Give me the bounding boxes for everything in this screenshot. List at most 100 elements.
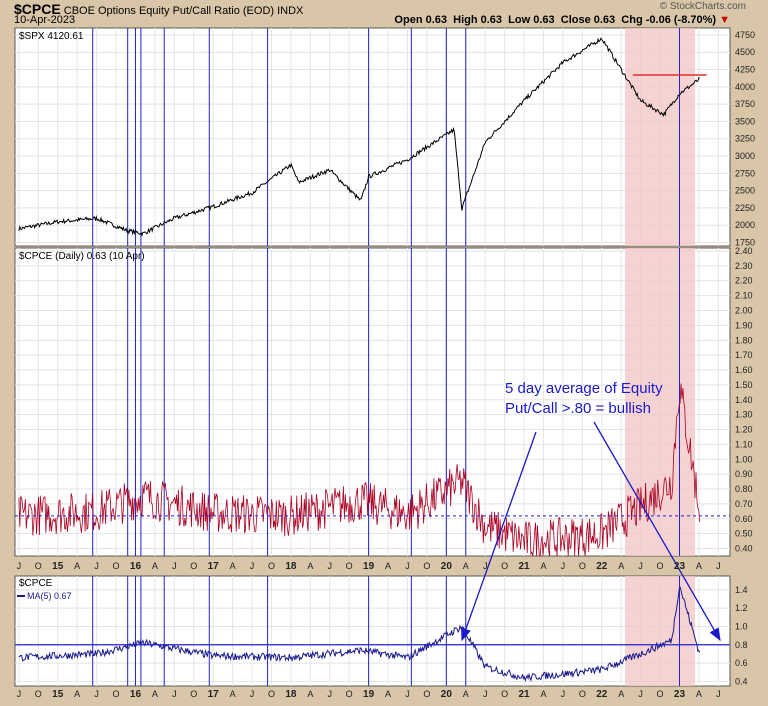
- x-tick-label: J: [483, 561, 488, 571]
- y-tick-label: 4000: [735, 82, 755, 92]
- y-tick-label: 1.50: [735, 380, 753, 390]
- y-tick-label: 3000: [735, 151, 755, 161]
- y-tick-label: 2.10: [735, 291, 753, 301]
- y-tick-label: 1750: [735, 238, 755, 248]
- x-tick-label: 19: [363, 561, 375, 572]
- high-value: High 0.63: [453, 14, 503, 26]
- x-tick-label: O: [657, 561, 664, 571]
- y-tick-label: 0.50: [735, 529, 753, 539]
- ma-legend-label: MA(5) 0.67: [27, 591, 72, 601]
- x-tick-label: 17: [208, 689, 220, 700]
- x-tick-label: J: [172, 561, 177, 571]
- panel-1: [14, 27, 731, 247]
- chart-title-row: $CPCE CBOE Options Equity Put/Call Ratio…: [14, 1, 303, 17]
- x-tick-label: O: [268, 561, 275, 571]
- x-tick-label: A: [230, 561, 236, 571]
- x-tick-label: 22: [596, 689, 608, 700]
- x-tick-label: J: [638, 561, 643, 571]
- x-tick-label: A: [152, 561, 158, 571]
- y-tick-label: 0.90: [735, 469, 753, 479]
- x-tick-label: 18: [285, 561, 297, 572]
- x-tick-label: O: [346, 689, 353, 699]
- cpce-panel-label: $CPCE (Daily) 0.63 (10 Apr): [19, 251, 145, 262]
- y-tick-label: 1.10: [735, 439, 753, 449]
- x-tick-label: A: [230, 689, 236, 699]
- x-tick-label: O: [657, 689, 664, 699]
- x-tick-label: O: [579, 689, 586, 699]
- annotation-text-line-1: 5 day average of Equity: [505, 380, 663, 397]
- spx-panel-label: $SPX 4120.61: [19, 31, 84, 42]
- symbol: $CPCE: [14, 1, 61, 17]
- y-tick-label: 2.30: [735, 261, 753, 271]
- x-tick-label: A: [618, 561, 624, 571]
- y-tick-label: 1.0: [735, 621, 748, 631]
- y-tick-label: 4250: [735, 65, 755, 75]
- x-tick-label: O: [113, 689, 120, 699]
- y-tick-label: 1.80: [735, 335, 753, 345]
- x-tick-label: J: [94, 561, 99, 571]
- x-tick-label: A: [463, 561, 469, 571]
- open-value: Open 0.63: [394, 14, 447, 26]
- x-tick-label: J: [716, 689, 721, 699]
- x-tick-label: J: [405, 561, 410, 571]
- x-tick-label: O: [501, 689, 508, 699]
- x-tick-label: J: [17, 561, 22, 571]
- x-tick-label: A: [540, 561, 546, 571]
- ma-series-line: [18, 586, 701, 683]
- x-tick-label: J: [17, 689, 22, 699]
- y-tick-label: 1.90: [735, 320, 753, 330]
- x-tick-label: A: [307, 689, 313, 699]
- chart-date: 10-Apr-2023: [14, 14, 76, 26]
- x-tick-label: 19: [363, 689, 375, 700]
- spx-series-line: [18, 37, 700, 237]
- y-tick-label: 1.20: [735, 425, 753, 435]
- x-tick-label: J: [94, 689, 99, 699]
- x-tick-label: 21: [518, 689, 530, 700]
- y-tick-label: 1.70: [735, 350, 753, 360]
- x-tick-label: 16: [130, 561, 142, 572]
- x-tick-label: J: [172, 689, 177, 699]
- y-tick-label: 2750: [735, 168, 755, 178]
- annotation-arrow-left: [461, 431, 537, 642]
- y-tick-label: 2.20: [735, 276, 753, 286]
- change-value: Chg -0.06 (-8.70%): [621, 14, 717, 26]
- x-tick-label: 22: [596, 561, 608, 572]
- y-tick-label: 1.2: [735, 603, 748, 613]
- x-tick-label: J: [716, 561, 721, 571]
- low-value: Low 0.63: [508, 14, 555, 26]
- x-tick-label: J: [483, 689, 488, 699]
- x-tick-label: 21: [518, 561, 530, 572]
- brand: © StockCharts.com: [659, 1, 746, 12]
- panel-3: [14, 575, 731, 687]
- x-tick-label: J: [561, 561, 566, 571]
- x-tick-label: J: [638, 689, 643, 699]
- x-tick-label: O: [190, 561, 197, 571]
- y-tick-label: 1.40: [735, 395, 753, 405]
- x-tick-label: 20: [441, 561, 453, 572]
- y-tick-label: 0.60: [735, 514, 753, 524]
- x-tick-label: 15: [52, 561, 64, 572]
- x-tick-label: A: [74, 561, 80, 571]
- down-arrow-icon: ▼: [719, 14, 730, 26]
- x-tick-label: O: [501, 561, 508, 571]
- exchange: INDX: [277, 5, 304, 17]
- x-tick-label: A: [307, 561, 313, 571]
- ohlc-row: Open 0.63 High 0.63 Low 0.63 Close 0.63 …: [394, 14, 730, 26]
- x-tick-label: O: [579, 561, 586, 571]
- x-tick-label: O: [268, 689, 275, 699]
- x-tick-label: O: [423, 561, 430, 571]
- x-tick-label: J: [328, 689, 333, 699]
- ma-panel-label: $CPCE: [19, 578, 53, 589]
- y-tick-label: 0.4: [735, 676, 748, 686]
- x-tick-label: O: [113, 561, 120, 571]
- highlight-zone: [625, 576, 696, 686]
- x-tick-label: 23: [674, 561, 686, 572]
- x-tick-label: A: [618, 689, 624, 699]
- x-tick-label: 18: [285, 689, 297, 700]
- y-tick-label: 0.80: [735, 484, 753, 494]
- x-tick-label: 16: [130, 689, 142, 700]
- y-tick-label: 3500: [735, 116, 755, 126]
- close-value: Close 0.63: [560, 14, 616, 26]
